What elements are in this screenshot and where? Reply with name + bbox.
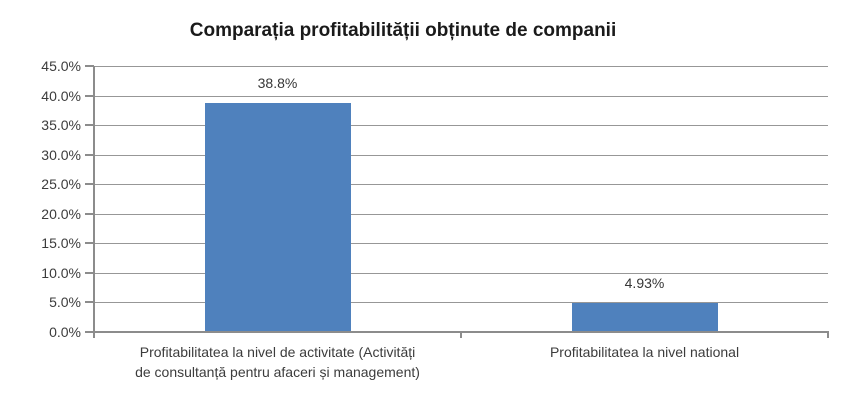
bar-value-label: 4.93%: [624, 274, 665, 291]
gridline: [94, 66, 828, 67]
y-tick-mark: [85, 331, 94, 333]
y-tick-label: 35.0%: [41, 117, 81, 134]
x-tick-mark: [827, 333, 829, 338]
gridline: [94, 302, 828, 304]
gridline: [94, 272, 828, 274]
plot-area: [94, 66, 828, 332]
y-tick-mark: [85, 271, 94, 274]
y-tick-label: 20.0%: [41, 205, 81, 222]
y-tick-label: 0.0%: [49, 324, 81, 340]
bar: [204, 102, 351, 332]
y-tick-mark: [85, 124, 94, 127]
y-tick-label: 40.0%: [41, 87, 81, 104]
y-tick-label: 45.0%: [41, 58, 81, 74]
gridline: [94, 243, 828, 245]
y-tick-label: 10.0%: [41, 264, 81, 281]
y-tick-mark: [85, 242, 94, 245]
y-tick-mark: [85, 94, 94, 97]
y-tick-mark: [85, 153, 94, 156]
y-tick-mark: [85, 301, 94, 304]
y-tick-label: 25.0%: [41, 176, 81, 193]
y-tick-label: 5.0%: [49, 294, 81, 311]
gridline: [94, 125, 828, 127]
x-tick-mark: [460, 333, 462, 338]
gridline: [94, 154, 828, 156]
chart-title: Comparația profitabilității obținute de …: [189, 20, 617, 41]
x-category-label: Profitabilitatea la nivel national: [549, 344, 740, 360]
y-tick-mark: [85, 212, 94, 215]
gridline: [94, 95, 828, 97]
y-axis-line: [93, 66, 95, 333]
y-tick-mark: [85, 65, 94, 67]
bar-value-label: 38.8%: [257, 74, 298, 91]
x-tick-mark: [93, 333, 95, 338]
gridline: [94, 213, 828, 215]
x-axis-line: [93, 331, 829, 333]
y-tick-label: 15.0%: [41, 235, 81, 252]
bar: [571, 302, 718, 332]
gridline: [94, 184, 828, 186]
y-tick-label: 30.0%: [41, 146, 81, 163]
x-category-label: Profitabilitatea la nivel de activitate …: [135, 344, 420, 380]
y-tick-mark: [85, 183, 94, 186]
